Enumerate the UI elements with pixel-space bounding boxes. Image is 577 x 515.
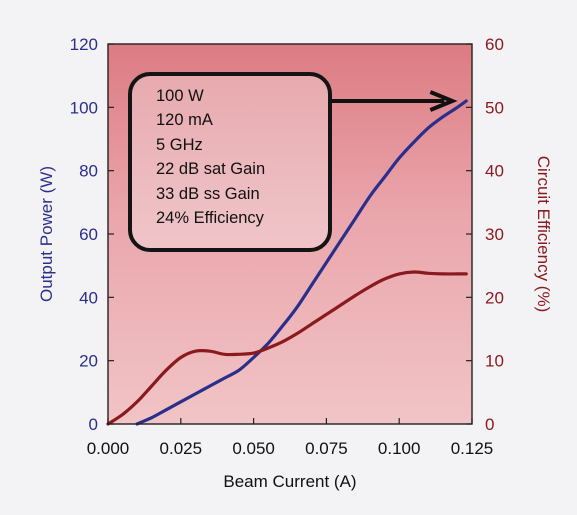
y-axis-left-label: Output Power (W) (37, 166, 56, 302)
x-tick-label: 0.100 (378, 439, 421, 458)
annotation-line: 33 dB ss Gain (156, 184, 260, 203)
x-tick-label: 0.125 (451, 439, 494, 458)
annotation-box (128, 72, 332, 252)
annotation-line: 24% Efficiency (156, 209, 264, 228)
circuit-efficiency-line (106, 270, 468, 426)
annotation-line: 5 GHz (156, 135, 203, 154)
x-tick-label: 0.050 (232, 439, 275, 458)
y-left-tick-label: 20 (79, 352, 98, 371)
annotation-arrow-head (429, 90, 458, 112)
y-right-tick-label: 0 (485, 415, 494, 434)
y-right-tick-label: 50 (485, 98, 504, 117)
plot-frame (107, 43, 473, 425)
annotation-line: 120 mA (156, 111, 213, 130)
output-power-line (135, 99, 468, 426)
y-left-tick-label: 120 (70, 35, 98, 54)
plot-area (108, 44, 472, 424)
y-left-tick-label: 60 (79, 225, 98, 244)
x-tick-label: 0.000 (87, 439, 130, 458)
y-right-tick-label: 40 (485, 162, 504, 181)
y-right-tick-label: 60 (485, 35, 504, 54)
y-right-tick-label: 30 (485, 225, 504, 244)
y-left-tick-label: 0 (89, 415, 98, 434)
y-right-tick-label: 10 (485, 352, 504, 371)
annotation-line: 100 W (156, 87, 204, 105)
y-left-tick-label: 80 (79, 162, 98, 181)
y-left-tick-label: 40 (79, 288, 98, 307)
x-tick-label: 0.075 (305, 439, 348, 458)
annotation-line: 22 dB sat Gain (156, 160, 266, 179)
y-left-tick-label: 100 (70, 98, 98, 117)
y-right-tick-label: 20 (485, 288, 504, 307)
x-axis-label: Beam Current (A) (223, 472, 356, 491)
x-tick-label: 0.025 (160, 439, 203, 458)
annotation-text: 100 W 120 mA 5 GHz 22 dB sat Gain 33 dB … (156, 84, 265, 230)
y-axis-right-label: Circuit Efficiency (%) (534, 156, 553, 313)
